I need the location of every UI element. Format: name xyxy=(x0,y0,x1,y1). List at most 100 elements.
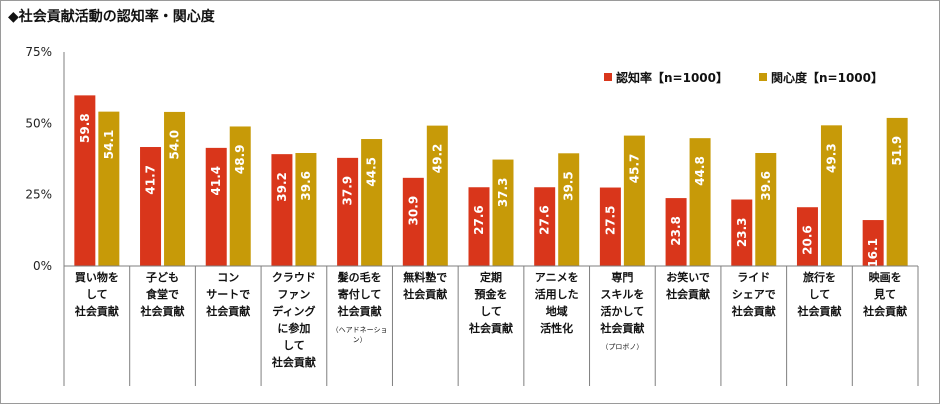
y-tick-label: 0% xyxy=(33,259,52,273)
data-label: 27.6 xyxy=(472,205,486,235)
category-label: して xyxy=(480,305,502,318)
bar-interest xyxy=(492,159,514,266)
category-label: して xyxy=(809,288,831,301)
data-label: 59.8 xyxy=(78,113,92,143)
bar-awareness xyxy=(74,95,96,266)
category-label: 無料塾で xyxy=(403,270,447,284)
bar-interest xyxy=(886,117,908,266)
category-label: シェアで xyxy=(732,288,776,301)
category-label: 子ども xyxy=(146,271,179,284)
data-label: 49.2 xyxy=(430,144,444,174)
category-label: 社会貢献 xyxy=(599,321,644,335)
bar-interest xyxy=(295,153,317,266)
legend-label: 関心度【n=1000】 xyxy=(771,70,883,85)
category-label: （ヘアドネーショ xyxy=(332,326,388,334)
data-label: 48.9 xyxy=(233,144,247,174)
bar-awareness xyxy=(205,147,227,266)
category-label: 社会貢献 xyxy=(205,304,250,318)
category-label: 活かして xyxy=(601,304,645,318)
category-label: 社会貢献 xyxy=(731,304,776,318)
category-label: 髪の毛を xyxy=(337,270,382,284)
data-label: 23.8 xyxy=(669,216,683,246)
category-label: 社会貢献 xyxy=(140,304,185,318)
bar-interest xyxy=(755,153,777,266)
y-tick-label: 25% xyxy=(25,188,52,202)
category-label: ライド xyxy=(737,271,770,284)
data-label: 39.2 xyxy=(275,172,289,202)
data-label: 45.7 xyxy=(627,154,641,184)
category-label: 社会貢献 xyxy=(796,304,841,318)
category-label: 寄付して xyxy=(338,287,382,301)
category-label: 社会貢献 xyxy=(74,304,119,318)
bar-interest xyxy=(689,138,711,266)
data-label: 30.9 xyxy=(406,196,420,226)
category-label: 食堂で xyxy=(146,287,179,301)
bar-interest xyxy=(229,126,251,266)
category-label: 専門 xyxy=(611,270,633,284)
bar-awareness xyxy=(468,187,490,266)
chart-title: ◆社会貢献活動の認知率・関心度 xyxy=(8,9,215,25)
bar-awareness xyxy=(796,207,818,266)
category-label: 見て xyxy=(873,288,896,301)
data-label: 23.3 xyxy=(735,218,749,248)
data-label: 16.1 xyxy=(866,238,880,268)
category-label: お笑いで xyxy=(666,270,710,284)
y-tick-label: 75% xyxy=(25,45,52,59)
category-label: 社会貢献 xyxy=(402,287,447,301)
bar-awareness xyxy=(599,187,621,266)
data-label: 44.8 xyxy=(693,156,707,186)
category-label: して xyxy=(283,339,305,352)
category-label: 映画を xyxy=(869,270,902,284)
category-label: （プロボノ） xyxy=(601,343,643,351)
bar-awareness xyxy=(665,198,687,266)
bar-interest xyxy=(820,125,842,267)
category-label: 活性化 xyxy=(540,321,573,335)
legend-swatch xyxy=(759,73,767,81)
category-label: 定期 xyxy=(480,270,502,284)
legend-swatch xyxy=(604,73,612,81)
bar-interest xyxy=(623,135,645,266)
bar-interest xyxy=(558,153,580,266)
category-label: 社会貢献 xyxy=(337,304,382,318)
y-tick-label: 50% xyxy=(25,116,52,130)
category-label: に参加 xyxy=(277,321,310,335)
legend-label: 認知率【n=1000】 xyxy=(616,70,728,85)
category-label: して xyxy=(86,288,108,301)
bar-awareness xyxy=(862,220,884,266)
category-label: 地域 xyxy=(546,304,568,318)
category-label: ン） xyxy=(353,336,367,344)
data-label: 41.4 xyxy=(209,166,223,196)
data-label: 37.3 xyxy=(496,178,510,208)
category-label: クラウド xyxy=(272,271,316,284)
data-label: 44.5 xyxy=(365,157,379,187)
bar-awareness xyxy=(337,157,359,266)
bar-interest xyxy=(361,139,383,266)
bar-interest xyxy=(426,125,448,266)
bar-awareness xyxy=(140,147,162,266)
data-label: 41.7 xyxy=(144,165,158,195)
category-label: スキルを xyxy=(600,288,644,301)
category-label: 社会貢献 xyxy=(271,355,316,369)
data-label: 49.3 xyxy=(824,143,838,173)
data-label: 27.5 xyxy=(603,206,617,236)
category-label: 預金を xyxy=(475,287,508,301)
data-label: 20.6 xyxy=(800,225,814,255)
category-label: サートで xyxy=(206,288,250,301)
bar-interest xyxy=(164,111,186,266)
data-label: 27.6 xyxy=(538,205,552,235)
data-label: 51.9 xyxy=(890,136,904,166)
data-label: 39.6 xyxy=(299,171,313,201)
category-label: ファン xyxy=(277,288,310,301)
category-label: 活用した xyxy=(535,287,579,301)
data-label: 39.5 xyxy=(562,171,576,201)
data-label: 54.1 xyxy=(102,130,116,160)
category-label: アニメを xyxy=(535,271,579,284)
data-label: 37.9 xyxy=(341,176,355,206)
category-label: 社会貢献 xyxy=(862,304,907,318)
category-label: 買い物を xyxy=(75,270,119,284)
category-label: ディング xyxy=(272,304,315,318)
data-label: 54.0 xyxy=(168,130,182,160)
category-label: 社会貢献 xyxy=(665,287,710,301)
bar-interest xyxy=(98,111,120,266)
